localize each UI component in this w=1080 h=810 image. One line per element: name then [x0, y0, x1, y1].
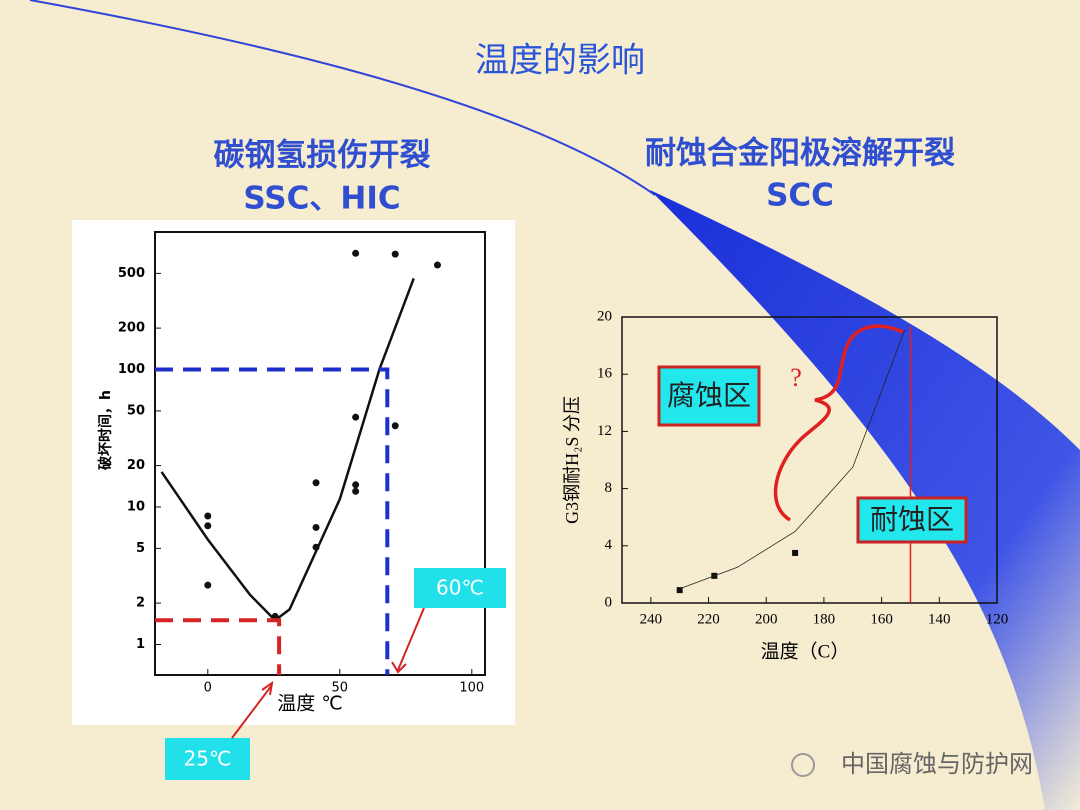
x-tick-label: 0: [204, 681, 212, 696]
heading: SSC、HIC: [243, 181, 400, 217]
data-point: [391, 422, 399, 430]
data-point: [352, 413, 360, 421]
data-point: [312, 523, 320, 531]
annotation: 耐蚀区: [870, 503, 954, 536]
x-axis-label: 温度（C）: [761, 640, 850, 662]
y-tick-label: 50: [127, 403, 145, 418]
y-tick-label: 0: [605, 594, 613, 610]
arrow: [231, 680, 274, 739]
heading: 耐蚀合金阳极溶解开裂: [645, 136, 955, 172]
curve: [679, 329, 906, 590]
data-point: [391, 250, 399, 258]
data-point: [792, 549, 799, 556]
swoosh-line: [29, 0, 656, 196]
data-point: [352, 249, 360, 257]
y-tick-label: 200: [118, 321, 145, 336]
heading: SCC: [766, 178, 834, 214]
plot-frame: [621, 316, 998, 604]
y-tick-label: 2: [136, 596, 145, 611]
curve: [160, 277, 415, 622]
y-tick-label: 100: [118, 362, 145, 377]
x-tick-label: 160: [870, 611, 893, 627]
x-axis-label: 温度 ℃: [277, 693, 342, 715]
plot-frame: [154, 231, 486, 676]
bracket: [773, 324, 904, 522]
y-tick-label: 20: [127, 458, 145, 473]
y-tick-label: 4: [605, 537, 613, 553]
annotation: ?: [790, 363, 802, 392]
guide-line: [155, 367, 390, 675]
y-axis-label: G3钢耐H₂S 分压: [562, 396, 582, 524]
data-point: [433, 261, 441, 269]
x-tick-label: 100: [459, 681, 484, 696]
watermark: 中国腐蚀与防护网: [841, 750, 1033, 778]
y-tick-label: 5: [136, 541, 145, 556]
data-point: [352, 487, 360, 495]
y-tick-label: 8: [605, 480, 613, 496]
data-point: [312, 479, 320, 487]
swoosh: [650, 190, 1080, 810]
y-axis-label: 破坏时间，h: [97, 390, 114, 470]
x-tick-label: 180: [813, 611, 836, 627]
annotation-box: [657, 365, 761, 427]
x-tick-label: 220: [697, 611, 720, 627]
arrow: [391, 607, 425, 674]
annotation-box: [414, 568, 506, 608]
annotation-box: [856, 496, 968, 544]
annotation: 60℃: [436, 576, 484, 600]
heading: 碳钢氢损伤开裂: [214, 138, 431, 174]
data-point: [204, 581, 212, 589]
data-point: [676, 587, 683, 594]
y-tick-label: 500: [118, 266, 145, 281]
slide-title: 温度的影响: [475, 41, 645, 81]
x-tick-label: 140: [928, 611, 951, 627]
data-point: [352, 481, 360, 489]
y-tick-label: 20: [597, 308, 612, 324]
annotation-box: [165, 738, 250, 780]
y-tick-label: 1: [136, 637, 145, 652]
guide-line: [155, 618, 282, 675]
x-tick-label: 50: [332, 681, 349, 696]
chart-panel: [72, 220, 515, 725]
annotation: 25℃: [184, 747, 232, 771]
y-tick-label: 16: [597, 366, 613, 382]
data-point: [204, 512, 212, 520]
watermark-icon: [791, 753, 815, 777]
y-tick-label: 10: [127, 499, 145, 514]
annotation: 腐蚀区: [667, 379, 751, 412]
data-point: [204, 522, 212, 530]
x-tick-label: 240: [640, 611, 663, 627]
x-tick-label: 120: [986, 611, 1009, 627]
x-tick-label: 200: [755, 611, 778, 627]
y-tick-label: 12: [597, 423, 612, 439]
